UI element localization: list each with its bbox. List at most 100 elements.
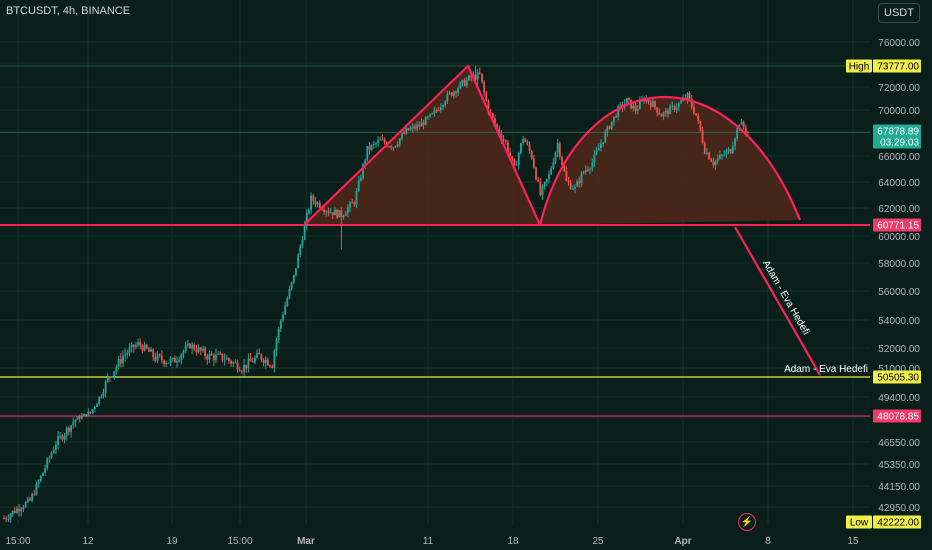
target-label: Adam - Eva Hedefi <box>784 364 868 375</box>
candle-body <box>539 181 542 196</box>
candle-body <box>680 100 682 104</box>
candle-body <box>556 143 559 153</box>
candle-body <box>476 72 479 80</box>
candle-body <box>178 359 181 362</box>
price-axis[interactable]: 76000.0074000.0072000.0070000.0068000.00… <box>870 0 932 550</box>
candle-body <box>76 416 79 420</box>
candle-body <box>258 353 261 355</box>
candle-body <box>613 116 615 122</box>
candle-body <box>264 359 267 364</box>
candle-body <box>312 195 315 202</box>
candle-body <box>13 510 16 513</box>
price-label-value: 42222.00 <box>877 518 919 529</box>
price-tick-label: 44150.00 <box>878 482 920 493</box>
candle-body <box>558 143 561 157</box>
candle-body <box>184 345 187 351</box>
candle-body <box>301 239 304 247</box>
candle-body <box>219 353 222 355</box>
candle-body <box>383 139 386 143</box>
candle-body <box>78 416 81 419</box>
candle-body <box>323 209 325 212</box>
price-tick-label: 72000.00 <box>878 83 920 94</box>
candle-body <box>526 142 529 145</box>
candle-body <box>338 210 341 218</box>
candle-body <box>461 79 464 83</box>
candle-body <box>502 139 505 141</box>
candle-body <box>582 171 585 174</box>
candle-body <box>182 350 185 355</box>
candle-body <box>63 435 66 440</box>
candle-body <box>251 361 254 363</box>
candle-body <box>85 414 88 417</box>
price-label-countdown: 03:29:03 <box>880 138 919 149</box>
price-tick-label: 54000.00 <box>878 316 920 327</box>
candle-body <box>50 453 53 458</box>
candle-body <box>543 181 546 187</box>
price-tick-label: 64000.00 <box>878 178 920 189</box>
pattern-fill <box>304 66 800 225</box>
candle-body <box>249 358 252 362</box>
candle-body <box>167 362 170 364</box>
candle-body <box>271 366 274 368</box>
candle-body <box>638 100 641 109</box>
candle-body <box>565 170 568 181</box>
candle-body <box>279 320 282 329</box>
candle-body <box>658 112 661 115</box>
target-projection-line <box>734 226 821 376</box>
candle-body <box>282 314 284 321</box>
candle-body <box>496 124 499 129</box>
candle-body <box>39 475 42 482</box>
candle-body <box>494 118 496 125</box>
price-tag-bg <box>846 59 872 73</box>
candle-body <box>102 392 105 397</box>
candle-body <box>284 305 287 315</box>
candle-body <box>673 105 676 110</box>
time-tick-label: 15:00 <box>227 536 252 547</box>
candle-body <box>232 362 235 364</box>
candle-body <box>193 344 196 350</box>
candle-body <box>310 195 313 210</box>
candle-body <box>695 113 697 116</box>
candle-body <box>470 75 473 78</box>
candle-body <box>660 114 663 117</box>
price-tick-label: 56000.00 <box>878 287 920 298</box>
price-tag-label: Low <box>850 518 869 529</box>
candle-body <box>606 126 609 132</box>
candle-body <box>701 130 704 143</box>
candle-body <box>487 100 490 113</box>
lightning-icon[interactable]: ⚡ <box>738 513 756 531</box>
grid <box>0 0 870 525</box>
candle-body <box>72 422 75 426</box>
candle-body <box>522 138 524 144</box>
currency-button[interactable]: USDT <box>878 3 920 23</box>
price-label-value: 50505.30 <box>877 373 919 384</box>
price-label-value: 73777.00 <box>877 62 919 73</box>
candle-body <box>117 358 120 367</box>
candle-body <box>740 121 743 126</box>
candle-body <box>336 209 338 218</box>
candle-body <box>273 350 276 368</box>
candle-body <box>457 88 460 93</box>
candle-body <box>243 364 245 372</box>
time-axis-bg <box>0 527 870 550</box>
candle-body <box>576 181 579 187</box>
candle-body <box>247 358 250 369</box>
candle-body <box>498 128 501 134</box>
candle-body <box>398 138 401 145</box>
candle-body <box>431 113 434 115</box>
price-tick-label: 52000.00 <box>878 344 920 355</box>
candle-body <box>515 164 518 166</box>
candle-body <box>225 358 228 360</box>
candle-body <box>677 103 680 108</box>
candle-body <box>119 358 122 364</box>
candle-body <box>465 80 468 86</box>
candle-body <box>511 156 514 159</box>
candle-body <box>163 360 165 365</box>
candle-body <box>455 91 457 93</box>
time-axis[interactable]: 15:00 12 19 15:00 Mar 11 18 25 Apr 8 15 <box>0 527 870 550</box>
price-tick-label: 58000.00 <box>878 259 920 270</box>
candle-body <box>401 133 403 139</box>
candles <box>3 66 749 523</box>
